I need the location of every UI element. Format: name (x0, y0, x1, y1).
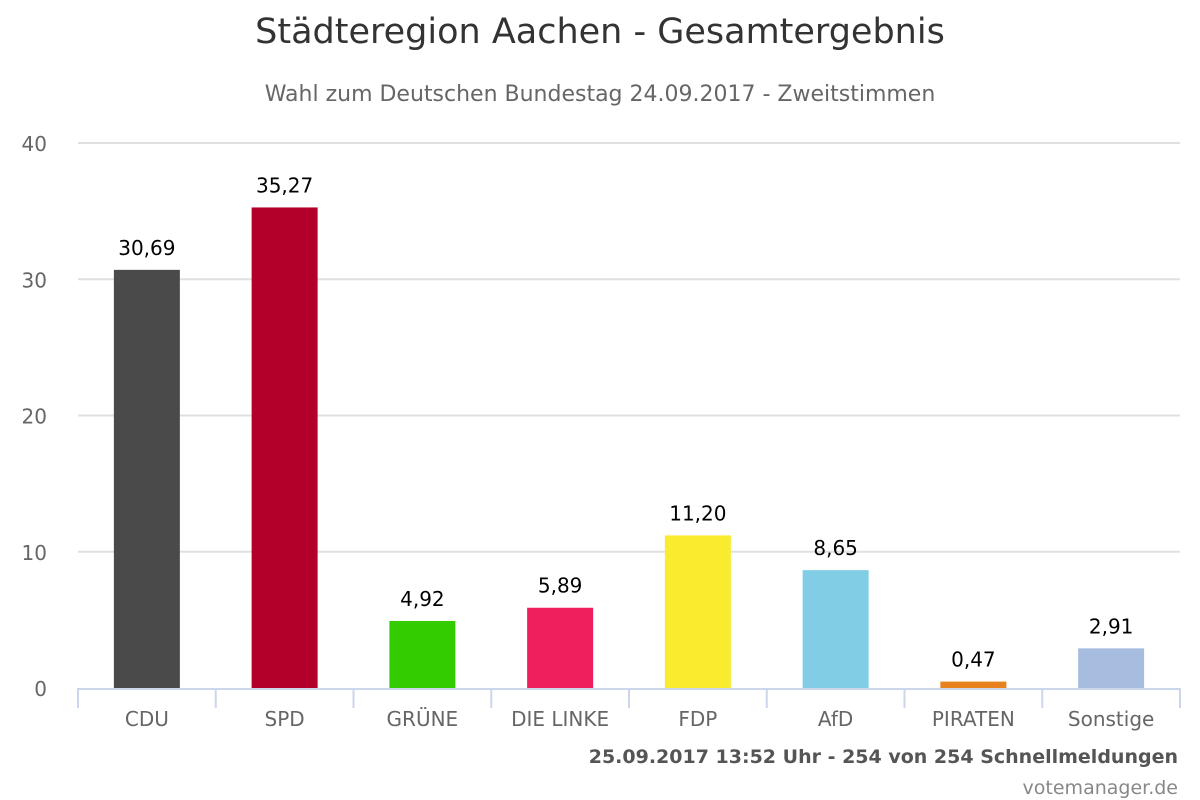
data-label: 11,20 (669, 501, 726, 525)
bar-sonstige[interactable] (1078, 648, 1145, 688)
chart-title: Städteregion Aachen - Gesamtergebnis (255, 12, 945, 52)
bar-spd[interactable] (251, 207, 318, 689)
data-label: 4,92 (400, 587, 445, 611)
y-tick-label: 10 (22, 541, 47, 565)
x-tick-label: DIE LINKE (511, 707, 609, 731)
y-tick-label: 0 (34, 677, 47, 701)
x-tick-label: CDU (125, 707, 169, 731)
bar-piraten[interactable] (940, 681, 1007, 688)
data-label: 0,47 (951, 648, 996, 672)
bar-cdu[interactable] (113, 269, 180, 688)
data-label: 2,91 (1089, 614, 1134, 638)
y-tick-label: 30 (22, 268, 47, 292)
bar-afd[interactable] (802, 570, 869, 688)
x-tick-label: SPD (265, 707, 305, 731)
update-status: 25.09.2017 13:52 Uhr - 254 von 254 Schne… (588, 746, 1178, 768)
bar-fdp[interactable] (664, 535, 731, 688)
bar-die-linke[interactable] (527, 607, 594, 688)
x-tick-label: GRÜNE (387, 707, 459, 731)
x-tick-label: Sonstige (1068, 707, 1154, 731)
data-label: 8,65 (813, 536, 858, 560)
data-label: 30,69 (118, 236, 175, 260)
y-tick-label: 20 (22, 405, 47, 429)
x-tick-label: PIRATEN (932, 707, 1015, 731)
data-label: 35,27 (256, 173, 313, 197)
y-tick-label: 40 (22, 132, 47, 156)
x-tick-label: FDP (678, 707, 717, 731)
source-credit[interactable]: votemanager.de (1022, 777, 1178, 799)
x-tick-label: AfD (818, 707, 853, 731)
data-label: 5,89 (538, 574, 583, 598)
chart-subtitle: Wahl zum Deutschen Bundestag 24.09.2017 … (264, 82, 936, 107)
bar-grüne[interactable] (389, 620, 456, 688)
